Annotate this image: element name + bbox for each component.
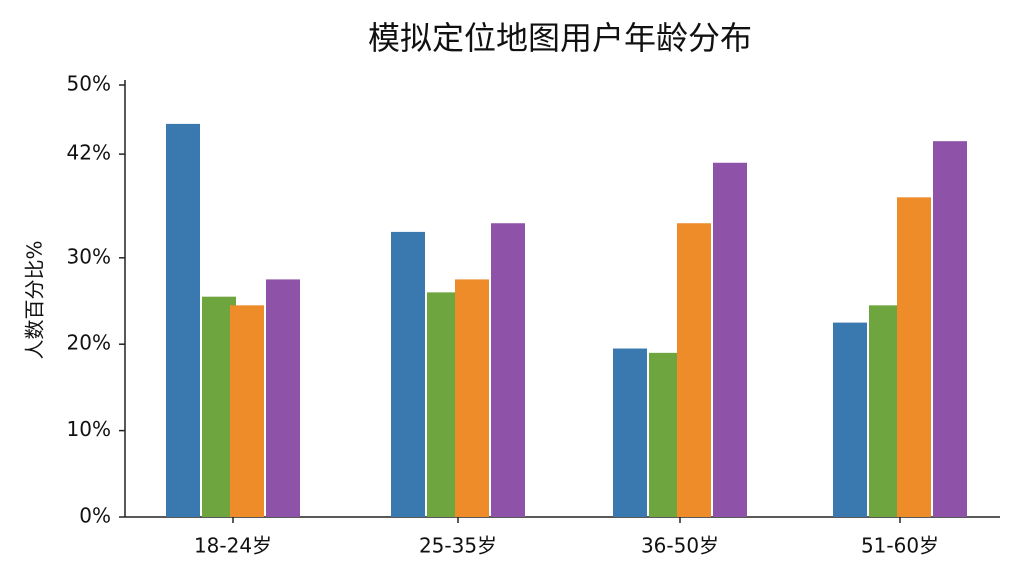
x-tick-label: 18-24岁 — [194, 534, 272, 558]
y-tick-label: 42% — [67, 141, 111, 165]
bar — [491, 223, 525, 518]
bar — [713, 162, 747, 517]
y-tick-label: 20% — [67, 331, 111, 355]
x-tick-label: 36-50岁 — [641, 534, 719, 558]
bar — [166, 123, 200, 517]
bar — [455, 279, 489, 517]
y-tick-label: 50% — [67, 72, 111, 96]
x-tick-label: 25-35岁 — [419, 534, 497, 558]
y-tick-label: 30% — [67, 244, 111, 268]
y-tick-label: 10% — [67, 417, 111, 441]
chart-title: 模拟定位地图用户年龄分布 — [368, 19, 752, 57]
bar — [677, 223, 711, 518]
bar — [391, 231, 425, 517]
x-tick-label: 51-60岁 — [861, 534, 939, 558]
bar — [230, 305, 264, 517]
bar — [933, 141, 967, 517]
bar — [897, 197, 931, 517]
bar — [266, 279, 300, 517]
bar — [833, 322, 867, 517]
y-tick-label: 0% — [79, 504, 111, 528]
y-axis-label: 人数百分比% — [23, 240, 47, 359]
bar — [613, 348, 647, 517]
